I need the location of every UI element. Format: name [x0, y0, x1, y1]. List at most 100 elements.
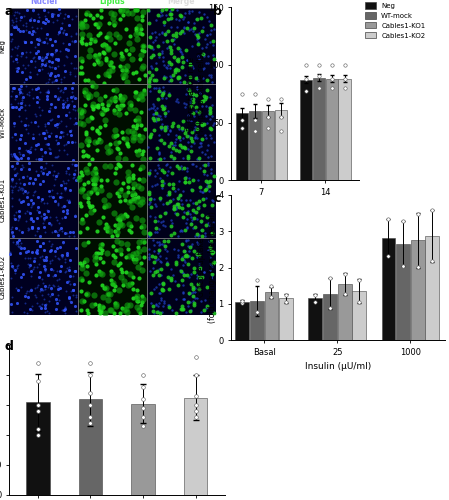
Point [134, 114, 141, 122]
Point [201, 36, 208, 44]
Point [128, 279, 135, 287]
Point [194, 232, 201, 240]
Point [126, 50, 133, 58]
Point [154, 162, 161, 170]
Point [191, 223, 198, 231]
Point [33, 248, 40, 256]
Point [31, 186, 39, 194]
Point [17, 14, 24, 22]
Point [34, 172, 41, 179]
Point [155, 302, 162, 310]
Point [34, 214, 41, 222]
Point [61, 268, 68, 276]
Point [117, 310, 124, 318]
Point [42, 282, 49, 290]
Point [175, 147, 182, 155]
Point [282, 298, 290, 306]
Point [15, 174, 22, 182]
Point [200, 24, 207, 32]
Point [40, 255, 47, 263]
Point [51, 72, 58, 80]
Point [40, 130, 48, 138]
Point [54, 120, 61, 128]
Point [125, 176, 132, 184]
Point [38, 286, 45, 294]
Point [24, 260, 31, 268]
Point [169, 141, 176, 149]
Point [148, 289, 155, 297]
Point [23, 189, 30, 197]
Point [168, 5, 176, 13]
Point [199, 232, 206, 240]
Point [83, 290, 90, 298]
Point [57, 251, 64, 259]
Point [13, 92, 20, 100]
Point [158, 102, 166, 110]
Point [155, 242, 162, 250]
Point [169, 184, 176, 192]
Point [194, 216, 201, 224]
Point [47, 246, 54, 254]
Point [84, 262, 91, 270]
Point [92, 180, 99, 188]
Point [32, 57, 39, 65]
Point [53, 188, 60, 196]
Point [155, 246, 163, 254]
Point [208, 270, 215, 278]
Point [87, 11, 94, 19]
Point [67, 32, 75, 40]
Point [12, 14, 19, 22]
Point [47, 214, 54, 222]
Point [52, 121, 59, 129]
Point [37, 110, 44, 118]
Point [78, 276, 85, 284]
Point [208, 170, 215, 177]
Point [42, 213, 49, 221]
Point [140, 236, 147, 244]
Point [29, 216, 36, 224]
Point [28, 214, 35, 222]
Point [163, 208, 170, 216]
Point [159, 82, 167, 90]
Point [328, 75, 335, 83]
Point [180, 294, 187, 302]
Point [163, 247, 170, 255]
Point [150, 302, 157, 310]
Point [82, 192, 89, 200]
Point [119, 6, 126, 14]
Point [57, 189, 65, 197]
Point [66, 128, 73, 136]
Point [27, 215, 35, 223]
Point [138, 292, 145, 300]
Point [159, 278, 166, 286]
Point [171, 66, 178, 74]
Point [22, 217, 30, 225]
Point [132, 6, 140, 14]
Point [43, 50, 50, 58]
Point [47, 256, 54, 264]
Point [26, 160, 33, 168]
Point [210, 138, 217, 146]
Point [54, 10, 62, 18]
Point [79, 218, 86, 226]
Point [161, 246, 168, 254]
Point [154, 248, 161, 256]
Point [69, 174, 76, 182]
Point [44, 92, 51, 100]
Point [161, 242, 168, 250]
Point [82, 130, 89, 138]
Point [57, 78, 65, 86]
Point [186, 196, 194, 204]
Point [61, 186, 68, 194]
Point [45, 49, 52, 57]
Point [57, 75, 65, 83]
Point [93, 11, 100, 19]
Point [17, 240, 24, 248]
Point [156, 53, 163, 61]
Point [341, 84, 348, 92]
Point [106, 162, 113, 170]
Point [35, 140, 42, 148]
Point [25, 287, 32, 295]
Point [207, 260, 214, 268]
Point [44, 271, 52, 279]
